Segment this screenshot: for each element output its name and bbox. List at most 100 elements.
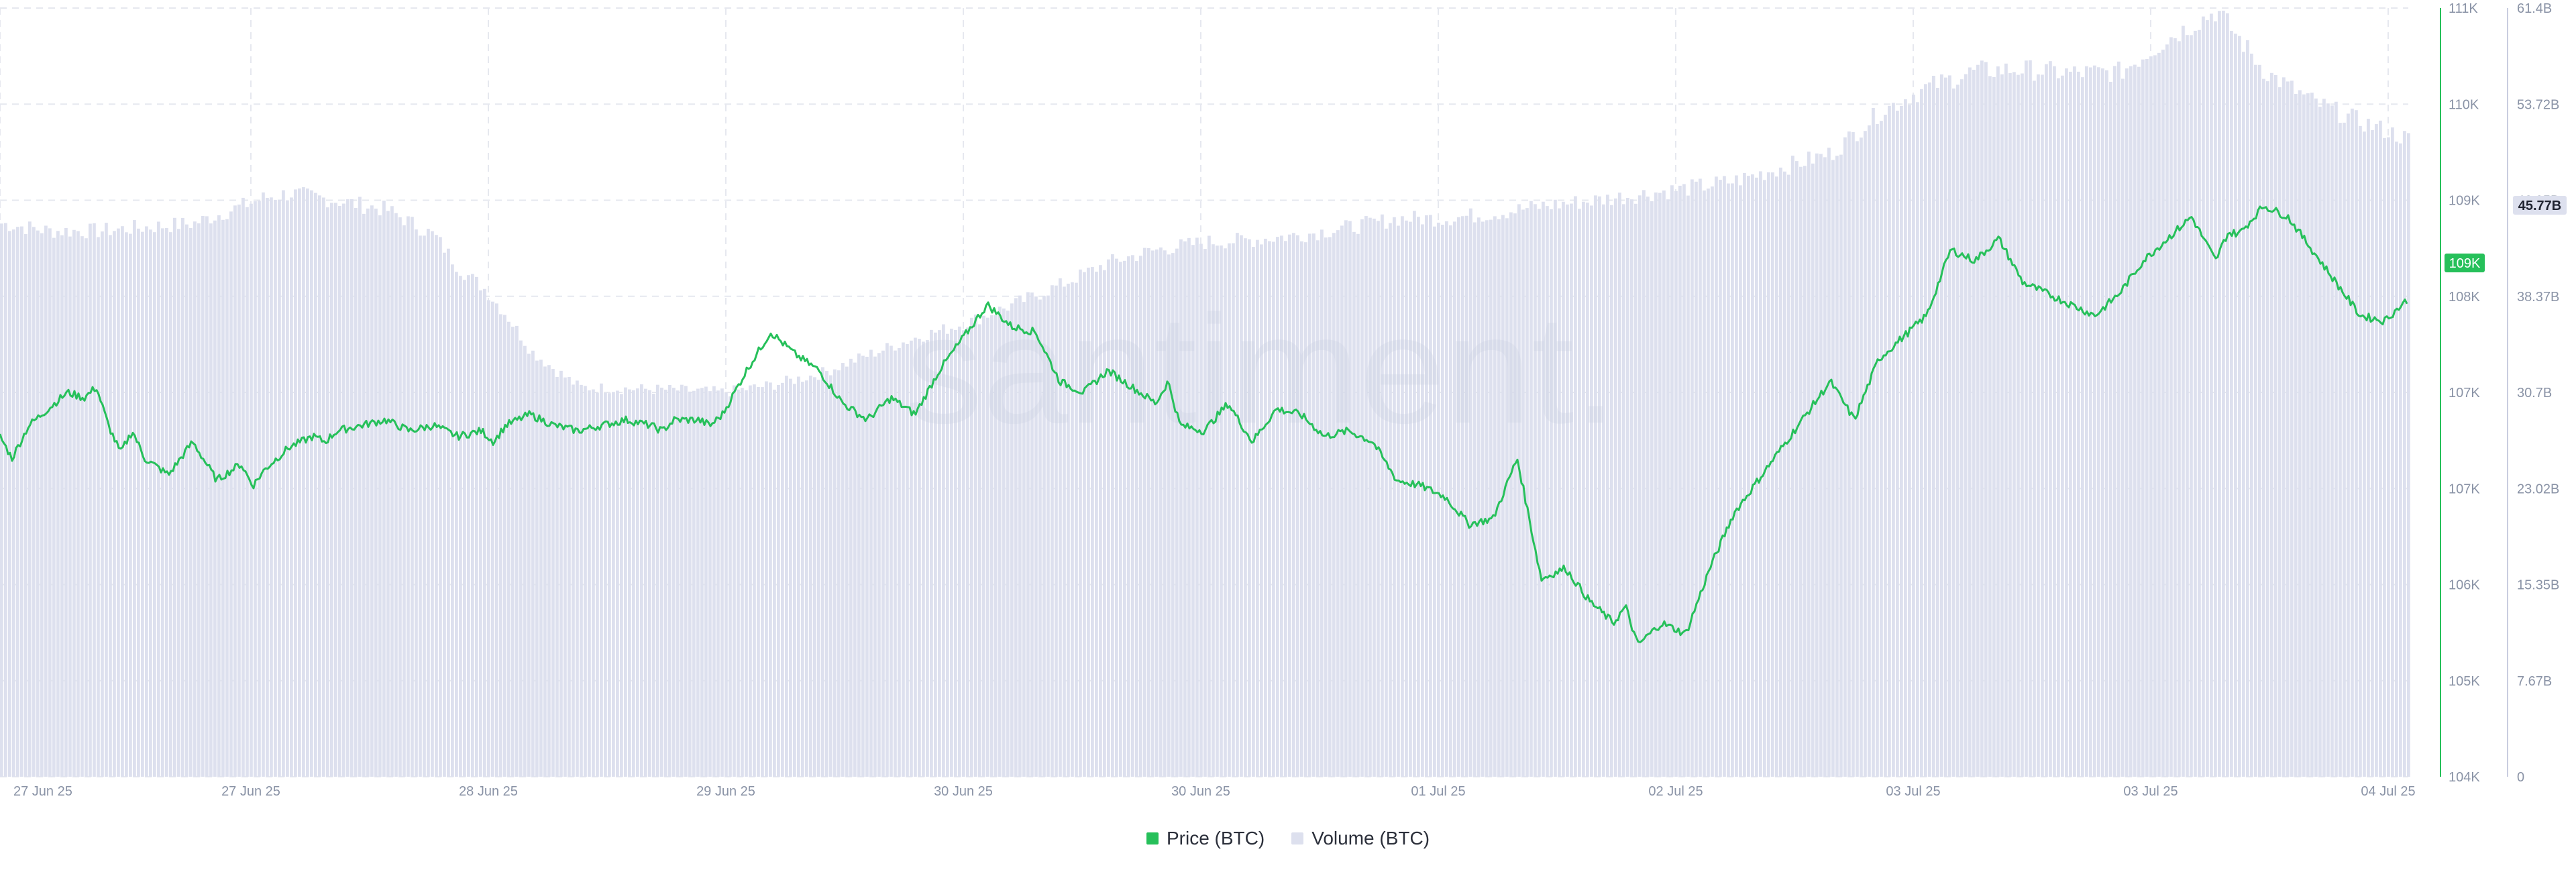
volume-bar xyxy=(1131,255,1134,777)
volume-bar xyxy=(1159,247,1163,777)
volume-bar xyxy=(105,223,108,777)
volume-bar xyxy=(1364,216,1368,777)
volume-bar xyxy=(1493,216,1497,777)
volume-bar xyxy=(914,337,917,777)
volume-bar xyxy=(1582,201,1585,777)
legend-item-price[interactable]: Price (BTC) xyxy=(1146,828,1265,849)
volume-bar xyxy=(1115,258,1118,777)
volume-bar xyxy=(1433,226,1436,777)
volume-bar xyxy=(576,380,579,777)
volume-bar xyxy=(2025,60,2028,777)
volume-tick-label: 0 xyxy=(2517,770,2524,785)
volume-bar xyxy=(2137,66,2141,777)
volume-bar xyxy=(0,223,3,777)
volume-bar xyxy=(588,390,591,777)
volume-bar xyxy=(2037,74,2040,777)
volume-bar xyxy=(841,363,845,777)
volume-bar xyxy=(592,389,595,777)
volume-bar xyxy=(16,227,19,777)
volume-bar xyxy=(1916,102,1919,777)
volume-bar xyxy=(394,213,398,777)
volume-bar xyxy=(378,215,382,777)
volume-bar xyxy=(2004,63,2008,777)
volume-bar xyxy=(209,223,213,777)
volume-bar xyxy=(1550,209,1553,777)
volume-bar xyxy=(1260,244,1263,777)
volume-bar xyxy=(2085,66,2088,777)
volume-bar xyxy=(1525,208,1529,777)
volume-bar xyxy=(745,390,748,777)
volume-bar xyxy=(1626,197,1629,777)
volume-bar xyxy=(2326,103,2330,777)
volume-bar xyxy=(1409,221,1412,777)
volume-bar xyxy=(1252,247,1255,777)
volume-bar xyxy=(2218,11,2221,777)
volume-bar xyxy=(113,231,116,777)
volume-bar xyxy=(1441,225,1444,777)
volume-bar xyxy=(1163,250,1167,777)
volume-bar xyxy=(1199,243,1203,777)
volume-bar xyxy=(1308,233,1311,777)
volume-bar xyxy=(1147,248,1150,777)
volume-bar xyxy=(153,232,156,777)
volume-bar xyxy=(2121,78,2125,777)
volume-bar xyxy=(1477,217,1481,777)
volume-bar xyxy=(1352,231,1356,777)
volume-bar xyxy=(1461,216,1464,777)
volume-bar xyxy=(2290,80,2294,777)
volume-bar xyxy=(1988,76,1992,777)
volume-bar xyxy=(1292,233,1295,777)
volume-bar xyxy=(40,233,44,777)
volume-bar xyxy=(990,315,994,777)
volume-bar xyxy=(741,388,744,777)
volume-bar xyxy=(129,233,132,777)
volume-bar xyxy=(765,381,768,777)
volume-bar xyxy=(1606,195,1609,777)
volume-bar xyxy=(52,237,56,777)
volume-bar xyxy=(1956,85,1960,777)
volume-bar xyxy=(2274,74,2277,777)
volume-bar xyxy=(2214,21,2217,777)
volume-bar xyxy=(2117,61,2121,777)
volume-bar xyxy=(568,376,571,777)
volume-bar xyxy=(1401,216,1404,777)
volume-bar xyxy=(1839,154,1843,777)
volume-bar xyxy=(672,388,676,777)
volume-bar xyxy=(1111,254,1114,777)
volume-bar xyxy=(221,219,225,777)
volume-bar xyxy=(785,376,788,777)
volume-bar xyxy=(2105,70,2108,777)
volume-bar xyxy=(1485,220,1489,777)
volume-bar xyxy=(600,383,603,777)
volume-bar xyxy=(857,353,861,777)
volume-bar xyxy=(1268,241,1271,777)
volume-bar xyxy=(1984,62,1988,777)
volume-bar xyxy=(1071,282,1074,777)
volume-bar xyxy=(1006,311,1010,777)
volume-bar xyxy=(1952,88,1955,777)
volume-bar xyxy=(1554,199,1557,777)
volume-bar xyxy=(1642,190,1646,777)
volume-bar xyxy=(861,356,865,777)
volume-bar xyxy=(370,205,374,777)
volume-bar xyxy=(507,321,511,777)
volume-bar xyxy=(1521,209,1525,777)
volume-bar xyxy=(543,366,547,777)
volume-bar xyxy=(145,226,148,777)
legend-item-volume[interactable]: Volume (BTC) xyxy=(1291,828,1430,849)
x-tick-label: 04 Jul 25 xyxy=(2361,784,2415,799)
volume-bar xyxy=(865,356,869,777)
volume-bar xyxy=(1864,131,1867,777)
volume-bar xyxy=(942,324,945,777)
volume-bar xyxy=(1405,220,1408,777)
volume-bar xyxy=(1095,272,1098,777)
volume-bar xyxy=(2169,37,2173,777)
price-tick-label: 107K xyxy=(2449,386,2480,400)
volume-bar xyxy=(1755,177,1758,777)
volume-bar xyxy=(1018,295,1022,777)
volume-bar xyxy=(169,232,172,777)
volume-bar xyxy=(2222,10,2225,777)
volume-bar xyxy=(1678,185,1682,777)
volume-bar xyxy=(241,197,245,777)
volume-bar xyxy=(1469,208,1472,777)
